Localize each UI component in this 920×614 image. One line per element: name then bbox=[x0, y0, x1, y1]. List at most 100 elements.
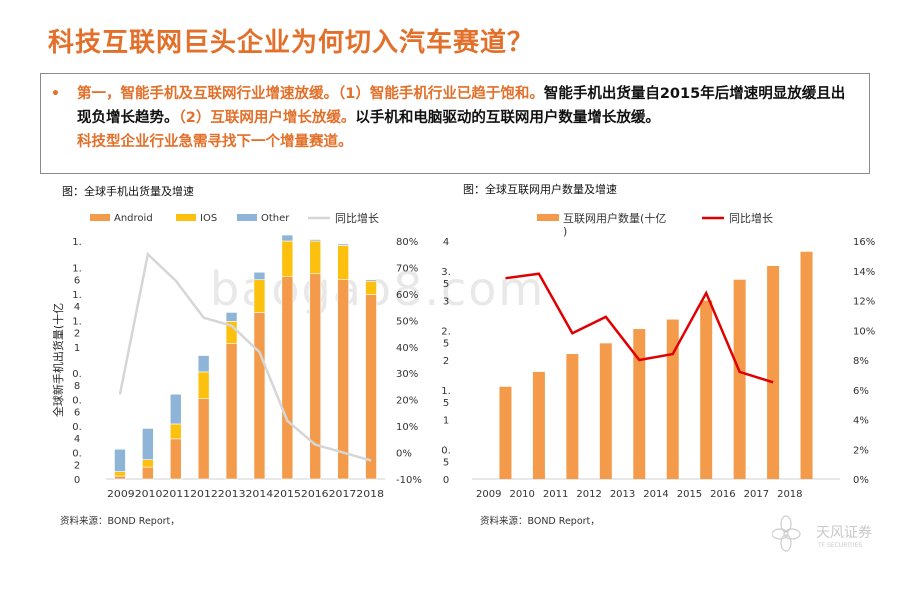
y2-tick-label: 14% bbox=[853, 267, 875, 278]
y2-tick-label: 10% bbox=[396, 422, 418, 433]
bar-other bbox=[365, 279, 377, 282]
bar-other bbox=[281, 234, 294, 242]
chart1-source: 资料来源：BOND Report， bbox=[60, 516, 180, 527]
bar-ios bbox=[169, 423, 182, 440]
y2-tick-label: 0% bbox=[853, 475, 869, 486]
x-tick-label: 2011 bbox=[543, 489, 568, 500]
y-tick-label: 1. 6 bbox=[72, 263, 82, 286]
legend-swatch-android bbox=[90, 214, 110, 221]
y-tick-label: 2. 5 bbox=[441, 326, 451, 349]
x-tick-label: 2017 bbox=[744, 489, 769, 500]
bar-internet-users bbox=[499, 386, 512, 479]
y2-tick-label: 70% bbox=[396, 263, 418, 274]
bar-other bbox=[142, 428, 154, 460]
legend-label-other: Other bbox=[261, 213, 290, 224]
x-tick-label: 2018 bbox=[777, 489, 802, 500]
flower-logo-icon bbox=[772, 515, 801, 552]
bar-android bbox=[281, 276, 294, 480]
y-tick-label: 0. 8 bbox=[72, 369, 82, 392]
bar-ios bbox=[197, 371, 210, 399]
bar-android bbox=[337, 279, 349, 480]
y2-tick-label: 2% bbox=[853, 445, 869, 456]
y2-tick-label: 6% bbox=[853, 386, 869, 397]
bar-ios bbox=[142, 459, 154, 468]
y2-tick-label: 8% bbox=[853, 356, 869, 367]
bar-ios bbox=[114, 471, 126, 477]
y-tick-label: 0. 4 bbox=[72, 422, 82, 445]
bar-internet-users bbox=[633, 329, 646, 479]
y-axis-title: 全球新手机出货量(十亿 bbox=[51, 303, 65, 417]
bar-ios bbox=[309, 240, 322, 275]
bar-other bbox=[337, 243, 349, 246]
y-tick-label: 1. 4 bbox=[72, 290, 82, 313]
bar-android bbox=[253, 312, 266, 480]
legend-label-growth: 同比增长 bbox=[729, 211, 773, 225]
y-tick-label: 0. 5 bbox=[441, 445, 451, 468]
bar-android bbox=[114, 475, 126, 480]
bar-internet-users bbox=[599, 343, 612, 479]
internet-users-chart: 互联网用户数量(十亿) 同比增长 0 0. 5 1 1. 5 2 2. 5 3 3. 5 4 0% 2% 4% 6%… bbox=[441, 211, 875, 500]
logo-text: 天风证券 bbox=[816, 525, 872, 541]
legend-label-growth: 同比增长 bbox=[335, 211, 379, 225]
bar-android bbox=[169, 438, 182, 480]
x-tick-label: 2009 bbox=[476, 489, 501, 500]
summary-point-1: 第一，智能手机及互联网行业增速放缓。（1）智能手机行业已趋于饱和。 bbox=[77, 86, 544, 102]
phone-shipments-chart: Android IOS Other 同比增长 0 0. 2 0. 4 0. 6 0. 8 1 1. 2 1. 4 1… bbox=[51, 211, 422, 500]
legend-swatch-ios bbox=[176, 214, 196, 221]
bar-other bbox=[225, 312, 238, 322]
y-tick-label: 0 bbox=[74, 475, 80, 486]
bar-other bbox=[197, 355, 210, 373]
y2-tick-label: 40% bbox=[396, 343, 418, 354]
x-tick-label: 2013 bbox=[610, 489, 635, 500]
y2-tick-label: 16% bbox=[853, 237, 875, 248]
chart2-source: 资料来源：BOND Report， bbox=[480, 516, 600, 527]
bar-internet-users bbox=[700, 300, 713, 479]
bar-internet-users bbox=[800, 251, 813, 479]
x-tick-label: 2014 bbox=[643, 489, 668, 500]
legend-swatch-users bbox=[537, 214, 559, 221]
y2-tick-label: 0% bbox=[396, 449, 412, 460]
y-tick-label: 1. 2 bbox=[72, 316, 82, 339]
y-tick-label: 1. 5 bbox=[441, 386, 451, 409]
bar-ios bbox=[365, 280, 377, 295]
bar-internet-users bbox=[767, 265, 780, 479]
y-tick-label: 1. bbox=[72, 237, 82, 248]
bar-internet-users bbox=[566, 354, 579, 479]
y-tick-label: 4 bbox=[443, 237, 449, 248]
y-tick-label: 0. 6 bbox=[72, 396, 82, 419]
bar-ios bbox=[253, 279, 266, 313]
bar-android bbox=[225, 343, 238, 480]
summary-point-5: 科技型企业行业急需寻找下一个增量赛道。 bbox=[77, 134, 353, 150]
summary-box: • 第一，智能手机及互联网行业增速放缓。（1）智能手机行业已趋于饱和。智能手机出… bbox=[40, 73, 870, 174]
y2-tick-label: 30% bbox=[396, 369, 418, 380]
legend-label-users: 互联网用户数量(十亿) bbox=[563, 211, 666, 238]
summary-point-4: 以手机和电脑驱动的互联网用户数量增长放缓。 bbox=[355, 110, 660, 126]
bar-other bbox=[114, 448, 126, 472]
growth-line bbox=[505, 272, 774, 384]
summary-point-2: 智能手机出货量自2015年后增速明显放缓且出现负增长趋势。 bbox=[77, 86, 846, 126]
bullet-icon: • bbox=[51, 86, 60, 102]
y2-tick-label: 12% bbox=[853, 297, 875, 308]
bar-android bbox=[309, 273, 322, 480]
bar-android bbox=[142, 466, 154, 480]
bar-internet-users bbox=[666, 319, 679, 479]
logo-subtext: TF SECURITIES bbox=[818, 542, 863, 549]
legend-swatch-other bbox=[237, 214, 257, 221]
x-tick-label: 2015 bbox=[677, 489, 702, 500]
legend-label-android: Android bbox=[114, 213, 153, 224]
chart1-caption: 图：全球手机出货量及增速 bbox=[62, 185, 194, 198]
y-tick-label: 0. 2 bbox=[72, 449, 82, 472]
bar-android bbox=[197, 398, 210, 480]
x-tick-label: 2016 bbox=[710, 489, 735, 500]
bar-other bbox=[253, 271, 266, 280]
y-tick-label: 1 bbox=[443, 416, 449, 427]
chart2-caption: 图：全球互联网用户数量及增速 bbox=[463, 183, 617, 196]
page-title: 科技互联网巨头企业为何切入汽车赛道？ bbox=[48, 28, 535, 58]
x-tick-labels: 2009201020112012201320142015201620172018 bbox=[107, 489, 384, 500]
y2-tick-label: 4% bbox=[853, 416, 869, 427]
bar-other bbox=[309, 239, 322, 242]
y-tick-label: 1 bbox=[74, 343, 80, 354]
y2-tick-label: 80% bbox=[396, 237, 418, 248]
bar-internet-users bbox=[532, 371, 545, 479]
bar-android bbox=[365, 294, 377, 480]
